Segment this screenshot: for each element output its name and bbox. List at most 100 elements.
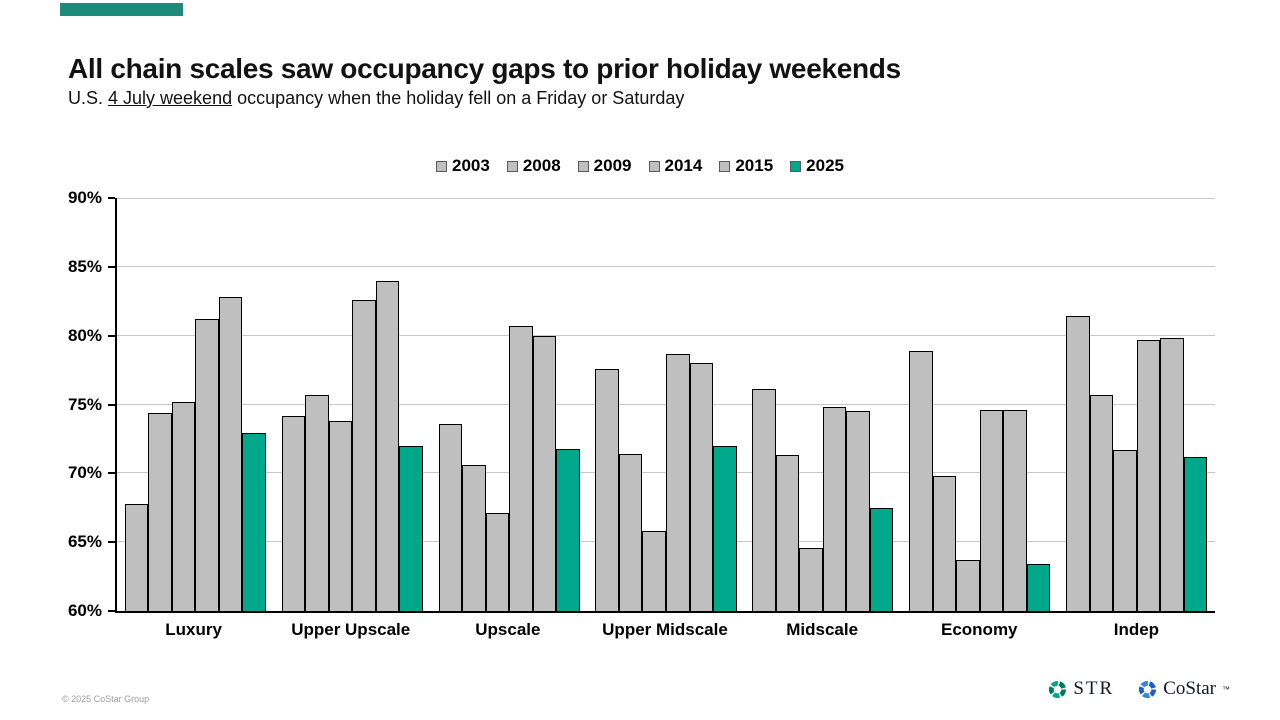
gridline-85 [117, 265, 1215, 267]
bar-group-upper-midscale [588, 198, 745, 611]
bar-midscale-2014 [822, 407, 847, 611]
bar-indep-2003 [1066, 316, 1090, 611]
costar-trademark: ™ [1222, 684, 1230, 694]
y-tick-90 [108, 197, 115, 199]
bar-upper-upscale-2014 [352, 299, 376, 611]
bar-luxury-2014 [195, 319, 219, 611]
bar-luxury-2015 [218, 297, 243, 611]
bar-midscale-2009 [799, 547, 823, 611]
bar-upper-midscale-2014 [666, 353, 690, 611]
bar-upper-midscale-2003 [595, 368, 619, 611]
y-tick-label-90: 90% [67, 188, 102, 207]
x-category-label-upper-upscale: Upper Upscale [291, 620, 411, 639]
legend-swatch-2015 [719, 160, 731, 172]
y-tick-label-75: 75% [67, 394, 102, 414]
str-logo-text: STR [1073, 678, 1115, 699]
y-tick-85 [108, 265, 115, 268]
plot-area: 90% 85% 80% 75% 70% 65% 60% [68, 188, 1215, 620]
costar-logo: CoStar ™ [1138, 678, 1230, 700]
bar-groups [117, 198, 1215, 611]
bar-midscale-2025 [869, 507, 894, 611]
copyright-text: © 2025 CoStar Group [62, 694, 150, 704]
bar-indep-2009 [1113, 449, 1137, 611]
x-category-label-midscale: Midscale [786, 620, 859, 639]
bar-group-midscale [744, 198, 901, 611]
bar-upscale-2009 [485, 513, 510, 611]
bar-upper-midscale-2008 [618, 454, 643, 611]
bar-upper-upscale-2008 [305, 394, 329, 611]
y-tick-label-85: 85% [67, 256, 102, 276]
y-tick-label-65: 65% [67, 532, 102, 552]
bar-upscale-2003 [438, 423, 463, 611]
bar-group-upscale [431, 198, 588, 611]
str-pinwheel-icon [1049, 680, 1067, 698]
bar-indep-2008 [1089, 394, 1114, 611]
bar-upscale-2015 [532, 335, 557, 611]
legend-label: 2014 [664, 156, 703, 175]
slide-subtitle: U.S. 4 July weekend occupancy when the h… [68, 88, 684, 109]
bar-luxury-2008 [148, 412, 172, 611]
bar-indep-2014 [1136, 339, 1161, 611]
bar-luxury-2025 [242, 433, 266, 611]
bar-upper-upscale-2003 [281, 415, 306, 611]
bar-upper-midscale-2025 [713, 445, 737, 611]
legend-label: 2015 [735, 156, 774, 175]
bar-upscale-2014 [509, 326, 533, 611]
legend-item-2003: 2003 [436, 156, 490, 176]
bar-economy-2015 [1003, 410, 1027, 611]
legend-swatch-2009 [577, 160, 589, 172]
legend-item-2014: 2014 [648, 156, 703, 176]
legend-swatch-2025 [790, 160, 802, 172]
subtitle-underlined: 4 July weekend [108, 88, 233, 108]
gridline-80 [117, 334, 1215, 336]
bar-midscale-2015 [846, 411, 870, 611]
x-category-label-indep: Indep [1113, 620, 1160, 639]
y-tick-65 [108, 541, 115, 544]
subtitle-prefix: U.S. [68, 88, 109, 108]
bar-upper-upscale-2025 [399, 445, 423, 611]
accent-bar [60, 3, 183, 16]
bar-group-luxury [117, 198, 274, 611]
legend-label: 2025 [806, 156, 844, 175]
page-title: All chain scales saw occupancy gaps to p… [68, 53, 901, 84]
str-logo: STR [1048, 678, 1114, 700]
bar-economy-2014 [979, 410, 1004, 611]
bar-luxury-2009 [171, 401, 196, 611]
bar-upscale-2008 [462, 465, 486, 611]
costar-logo-text: CoStar [1163, 678, 1216, 699]
bar-upper-midscale-2009 [642, 531, 666, 611]
gridline-90 [117, 198, 1215, 199]
y-tick-label-80: 80% [67, 325, 102, 345]
bar-economy-2009 [956, 560, 980, 611]
bar-economy-2008 [932, 476, 957, 611]
legend-item-2008: 2008 [506, 156, 561, 176]
bar-upscale-2025 [556, 448, 580, 611]
footer-logos: STR CoStar ™ [1048, 678, 1230, 700]
subtitle-suffix: occupancy when the holiday fell on a Fri… [232, 88, 685, 108]
bar-group-indep [1058, 198, 1215, 611]
x-category-label-economy: Economy [941, 620, 1018, 639]
x-category-label-upscale: Upscale [475, 620, 541, 639]
bar-indep-2015 [1160, 338, 1184, 611]
y-tick-75 [108, 403, 115, 406]
legend-label: 2008 [522, 156, 561, 175]
bar-indep-2025 [1183, 456, 1208, 611]
x-category-label-upper-midscale: Upper Midscale [602, 620, 728, 639]
bar-economy-2003 [909, 350, 933, 611]
legend-label: 2003 [452, 156, 490, 175]
legend-item-2025: 2025 [790, 156, 844, 176]
y-tick-label-60: 60% [67, 601, 102, 620]
bar-economy-2025 [1026, 564, 1051, 611]
y-tick-80 [108, 334, 115, 337]
bar-group-economy [901, 198, 1058, 611]
bar-upper-upscale-2015 [375, 280, 400, 611]
y-tick-label-70: 70% [67, 463, 102, 483]
legend-item-2009: 2009 [577, 156, 632, 176]
x-axis-labels: Luxury Upper Upscale Upscale Upper Midscale… [115, 620, 1215, 640]
legend-swatch-2008 [506, 160, 518, 172]
legend-item-2015: 2015 [719, 156, 773, 176]
y-tick-70 [108, 472, 115, 475]
y-tick-60 [108, 610, 115, 612]
chart-legend: 2003 2008 2009 2014 2015 2025 [0, 156, 1280, 176]
